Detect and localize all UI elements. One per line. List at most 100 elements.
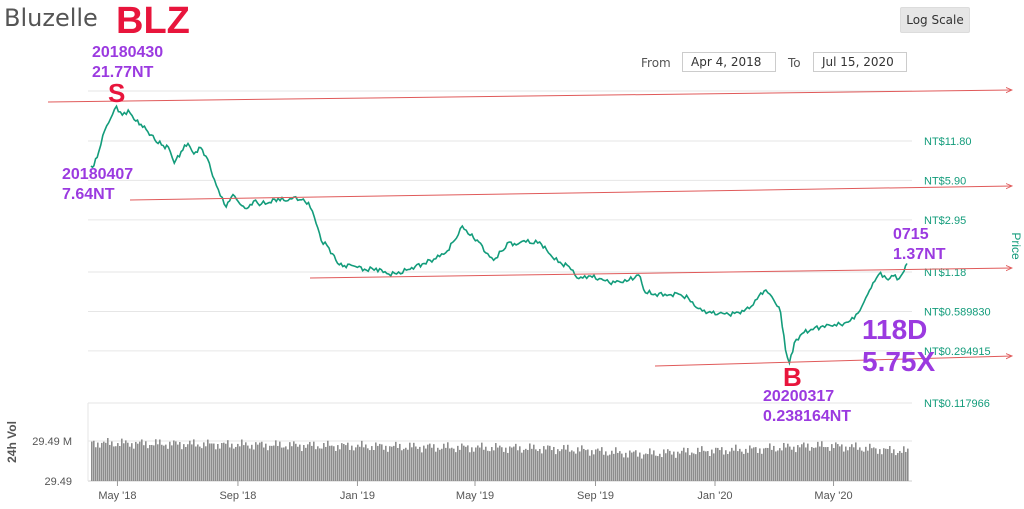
volume-bar bbox=[583, 448, 585, 481]
volume-bar bbox=[905, 451, 907, 481]
volume-bar bbox=[475, 447, 477, 481]
price-tick-label: NT$5.90 bbox=[924, 175, 966, 187]
volume-bar bbox=[901, 452, 903, 481]
volume-bar bbox=[757, 452, 759, 481]
volume-bar bbox=[749, 445, 751, 481]
volume-bar bbox=[845, 446, 847, 481]
volume-bar bbox=[829, 450, 831, 481]
volume-bar bbox=[747, 452, 749, 481]
volume-bar bbox=[673, 451, 675, 481]
price-series-line bbox=[90, 104, 908, 366]
volume-bar bbox=[769, 443, 771, 481]
log-scale-button[interactable]: Log Scale bbox=[900, 7, 970, 33]
volume-bar bbox=[741, 451, 743, 481]
volume-bar bbox=[799, 447, 801, 481]
volume-bar bbox=[885, 448, 887, 481]
volume-bar bbox=[319, 448, 321, 481]
volume-bar bbox=[697, 447, 699, 481]
volume-bar bbox=[455, 452, 457, 481]
volume-bar bbox=[837, 444, 839, 481]
volume-bar bbox=[637, 456, 639, 481]
from-date-input[interactable]: Apr 4, 2018 bbox=[682, 52, 776, 72]
volume-bar bbox=[785, 447, 787, 481]
volume-bar bbox=[229, 447, 231, 481]
volume-bar bbox=[539, 448, 541, 481]
volume-bar bbox=[369, 450, 371, 481]
volume-bar bbox=[661, 457, 663, 481]
volume-bar bbox=[701, 446, 703, 481]
volume-bar bbox=[515, 443, 517, 481]
volume-bar bbox=[863, 451, 865, 481]
volume-bar bbox=[857, 449, 859, 481]
volume-bar bbox=[875, 448, 877, 481]
volume-bar bbox=[521, 452, 523, 481]
volume-bar bbox=[819, 446, 821, 481]
volume-bar bbox=[107, 438, 109, 481]
volume-bar bbox=[649, 448, 651, 481]
start-annotation: 20180407 7.64NT bbox=[62, 165, 133, 205]
volume-bar bbox=[145, 441, 147, 481]
volume-bar bbox=[651, 454, 653, 481]
peak-annotation: 20180430 21.77NT bbox=[92, 43, 163, 83]
volume-bar bbox=[511, 447, 513, 481]
volume-bar bbox=[313, 441, 315, 481]
time-tick-label: Jan '20 bbox=[697, 490, 732, 502]
volume-bar bbox=[361, 440, 363, 481]
volume-bar bbox=[867, 450, 869, 481]
volume-bar bbox=[677, 451, 679, 481]
price-tick-label: NT$0.294915 bbox=[924, 346, 991, 358]
volume-bar bbox=[463, 445, 465, 481]
volume-bar bbox=[731, 447, 733, 481]
volume-bar bbox=[781, 450, 783, 481]
volume-bar bbox=[573, 451, 575, 481]
volume-bar bbox=[745, 448, 747, 481]
volume-bar bbox=[621, 453, 623, 481]
volume-bar bbox=[667, 449, 669, 481]
volume-bar bbox=[323, 443, 325, 481]
volume-bar bbox=[815, 447, 817, 481]
volume-bar bbox=[765, 447, 767, 481]
volume-bar bbox=[803, 442, 805, 481]
volume-bar bbox=[703, 450, 705, 481]
volume-bar bbox=[169, 441, 171, 481]
volume-bar bbox=[219, 448, 221, 481]
volume-bar bbox=[787, 443, 789, 481]
volume-bar bbox=[543, 446, 545, 481]
volume-bar bbox=[737, 451, 739, 481]
volume-bar bbox=[379, 443, 381, 481]
volume-bar bbox=[699, 452, 701, 481]
volume-bar bbox=[485, 446, 487, 481]
volume-bar bbox=[211, 443, 213, 481]
volume-bar bbox=[365, 444, 367, 481]
volume-bar bbox=[571, 450, 573, 481]
volume-bar bbox=[147, 448, 149, 481]
volume-bar bbox=[217, 444, 219, 481]
to-date-input[interactable]: Jul 15, 2020 bbox=[813, 52, 907, 72]
volume-bar bbox=[411, 447, 413, 481]
volume-bar bbox=[739, 448, 741, 481]
volume-bar bbox=[899, 450, 901, 481]
volume-bar bbox=[257, 444, 259, 481]
volume-bar bbox=[761, 453, 763, 481]
volume-bar bbox=[771, 449, 773, 481]
volume-bar bbox=[303, 445, 305, 481]
volume-bar bbox=[683, 447, 685, 481]
volume-bar bbox=[265, 443, 267, 481]
start-price: 7.64NT bbox=[62, 186, 115, 203]
time-tick-label: May '20 bbox=[814, 490, 852, 502]
volume-bar bbox=[599, 450, 601, 481]
volume-bar bbox=[359, 446, 361, 481]
volume-bar bbox=[423, 445, 425, 481]
volume-bar bbox=[389, 446, 391, 481]
volume-bar bbox=[689, 455, 691, 481]
volume-bar bbox=[343, 443, 345, 481]
volume-bar bbox=[121, 438, 123, 481]
peak-date: 20180430 bbox=[92, 44, 164, 61]
volume-bar bbox=[585, 450, 587, 481]
volume-bar bbox=[299, 444, 301, 481]
volume-bar bbox=[873, 447, 875, 481]
volume-bar bbox=[625, 452, 627, 481]
volume-bar bbox=[271, 445, 273, 481]
volume-bar bbox=[157, 444, 159, 481]
volume-bar bbox=[795, 452, 797, 481]
